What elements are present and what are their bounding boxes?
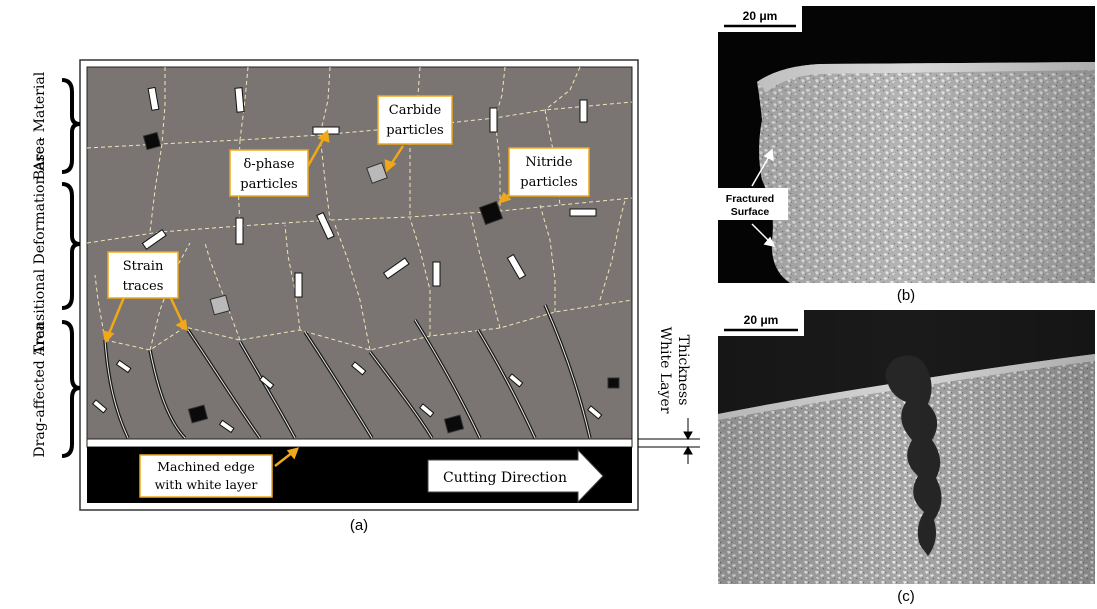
- zone-drag-affected: Drag-affected Area: [32, 322, 48, 457]
- carbide-line1: Carbide: [389, 103, 442, 118]
- strain-line1: Strain: [123, 259, 164, 274]
- nitride-line1: Nitride: [525, 155, 572, 170]
- delta-line1: δ-phase: [243, 157, 294, 172]
- white-layer-dimension: [638, 418, 700, 464]
- zone-base-material: Base - Material: [32, 71, 48, 180]
- machined-callout: Machined edge with white layer: [139, 454, 273, 498]
- white-layer-label-2: Thickness: [675, 335, 691, 406]
- carbide-particles: [209, 162, 388, 316]
- machined-line1: Machined edge: [157, 459, 255, 474]
- caption-b: (b): [897, 287, 915, 304]
- scale-bar-c-box: [718, 310, 804, 336]
- fractured-line1: Fractured: [726, 193, 774, 205]
- delta-line2: particles: [240, 177, 297, 192]
- white-layer-label-1: White Layer: [657, 327, 673, 414]
- nitride-line2: particles: [520, 175, 577, 190]
- scale-bar-c-label: 20 μm: [744, 313, 779, 327]
- nitride-callout: Nitride particles: [508, 147, 590, 197]
- panel-b: 20 μm Fractured Surface (b): [712, 6, 1095, 304]
- drag-traces: [103, 304, 592, 440]
- fractured-surface-label-box: [712, 188, 788, 220]
- zone-transitional: Transitional Deformation Area: [32, 138, 48, 355]
- scale-bar-b-label: 20 μm: [743, 9, 778, 23]
- strain-callout: Strain traces: [107, 251, 179, 299]
- fractured-line2: Surface: [731, 206, 770, 218]
- carbide-line2: particles: [386, 123, 443, 138]
- grain-boundaries: [86, 66, 633, 351]
- carbide-callout: Carbide particles: [377, 95, 453, 145]
- panel-c: 20 μm (c): [718, 310, 1095, 605]
- caption-c: (c): [897, 588, 915, 605]
- cutting-direction-arrow: Cutting Direction: [427, 448, 604, 504]
- panel-a: Carbide particles δ-phase particles Nitr…: [32, 59, 700, 534]
- zone-brackets: [61, 78, 81, 458]
- fractured-surface-arrows: [751, 148, 776, 248]
- caption-a: (a): [350, 517, 368, 534]
- strain-line2: traces: [123, 279, 164, 294]
- delta-phase-callout: δ-phase particles: [229, 149, 309, 197]
- scale-bar-b-box: [718, 6, 802, 32]
- nitride-particles: [142, 131, 620, 434]
- white-layer: [86, 438, 633, 448]
- machined-line2: with white layer: [155, 477, 258, 492]
- cutting-direction-label: Cutting Direction: [443, 470, 567, 486]
- delta-phase-particles: [92, 86, 603, 434]
